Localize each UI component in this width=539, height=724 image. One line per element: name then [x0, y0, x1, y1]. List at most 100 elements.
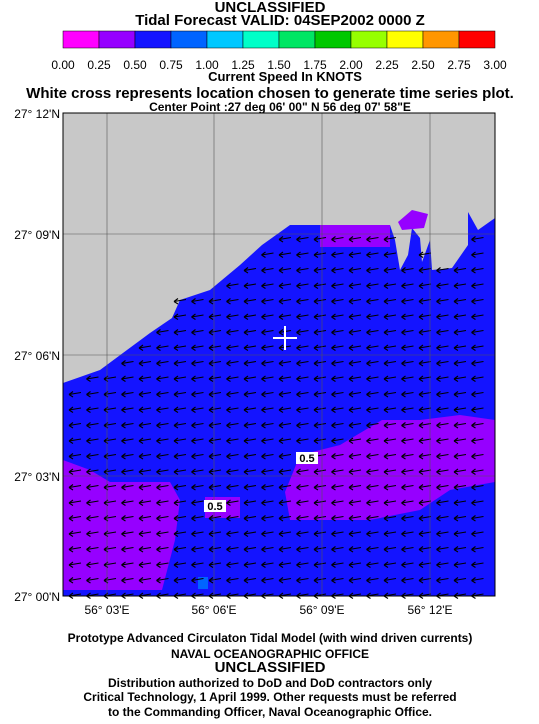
vector-arrow — [401, 313, 414, 320]
vector-arrow — [278, 484, 292, 491]
vector-arrow — [436, 453, 449, 460]
vector-arrow — [348, 453, 362, 460]
vector-arrow — [278, 515, 292, 522]
vector-arrow — [296, 546, 309, 553]
vector-arrow — [348, 329, 362, 336]
vector-arrow — [331, 530, 344, 537]
vector-arrow — [138, 515, 152, 522]
vector-arrow — [331, 329, 344, 336]
color-swatch — [62, 30, 100, 49]
vector-arrow — [453, 360, 467, 367]
colorbar-tick-label: 3.00 — [483, 58, 507, 72]
vector-arrow — [243, 313, 257, 320]
vector-arrow — [436, 530, 449, 537]
vector-arrow — [121, 422, 134, 429]
vector-arrow — [436, 282, 449, 289]
vector-arrow — [401, 484, 414, 491]
colorbar-tick-label: 2.50 — [411, 58, 435, 72]
lat-label: 27° 09'N — [14, 228, 60, 242]
vector-arrow — [401, 499, 414, 506]
footer-line: UNCLASSIFIED — [215, 659, 326, 676]
vector-arrow — [401, 561, 414, 568]
vector-arrow — [436, 406, 449, 413]
vector-arrow — [383, 282, 397, 289]
vector-arrow — [418, 406, 432, 413]
lat-label: 27° 12'N — [14, 107, 60, 121]
vector-arrow — [278, 577, 292, 584]
vector-arrow — [278, 282, 292, 289]
vector-arrow — [86, 391, 99, 398]
lat-label: 27° 03'N — [14, 470, 60, 484]
vector-arrow — [103, 499, 117, 506]
vector-arrow — [68, 546, 82, 553]
vector-arrow — [401, 344, 414, 351]
colorbar-label: Current Speed In KNOTS — [208, 69, 362, 84]
vector-arrow — [191, 561, 204, 568]
vector-arrow — [401, 530, 414, 537]
vector-arrow — [418, 329, 432, 336]
vector-arrow — [366, 406, 379, 413]
vector-arrow — [226, 344, 239, 351]
vector-arrow — [418, 267, 432, 274]
vector-arrow — [243, 561, 257, 568]
vector-arrow — [226, 375, 239, 382]
vector-arrow — [138, 468, 152, 475]
vector-arrow — [471, 561, 484, 568]
vector-arrow — [366, 313, 379, 320]
vector-arrow — [366, 499, 379, 506]
vector-arrow — [471, 422, 484, 429]
vector-arrow — [138, 360, 152, 367]
vector-arrow — [156, 422, 169, 429]
color-swatch — [134, 30, 172, 49]
vector-arrow — [453, 484, 467, 491]
vector-arrow — [261, 313, 274, 320]
vector-arrow — [453, 406, 467, 413]
vector-arrow — [208, 561, 222, 568]
vector-arrow — [173, 515, 187, 522]
vector-arrow — [103, 546, 117, 553]
vector-arrow — [366, 437, 379, 444]
vector-arrow — [86, 577, 99, 584]
vector-arrow — [173, 375, 187, 382]
vector-arrow — [278, 406, 292, 413]
vector-arrow — [68, 422, 82, 429]
colorbar: 0.00 0.25 0.50 0.75 1.00 1.25 1.50 1.75 2.00 2.25… — [51, 30, 507, 72]
vector-arrow — [348, 406, 362, 413]
vector-arrow — [453, 468, 467, 475]
vector-arrow — [278, 546, 292, 553]
color-swatch — [278, 30, 316, 49]
vector-arrow — [331, 546, 344, 553]
vector-arrow — [156, 391, 169, 398]
vector-arrow — [383, 344, 397, 351]
vector-arrow — [138, 391, 152, 398]
vector-arrow — [191, 468, 204, 475]
color-swatch — [314, 30, 352, 49]
vector-arrow — [226, 515, 239, 522]
vector-arrow — [418, 422, 432, 429]
vector-arrow — [156, 329, 169, 336]
vector-arrow — [453, 391, 467, 398]
vector-arrow — [208, 406, 222, 413]
contour-label: 0.5 — [207, 501, 222, 513]
vector-arrow — [383, 391, 397, 398]
vector-arrow — [261, 484, 274, 491]
contour-label-bg — [204, 500, 226, 512]
vector-arrow — [471, 391, 484, 398]
vector-arrow — [156, 499, 169, 506]
vector-arrow — [366, 484, 379, 491]
vector-arrow — [401, 329, 414, 336]
vector-arrow — [418, 515, 432, 522]
vector-arrow — [313, 406, 327, 413]
vector-arrow — [261, 577, 274, 584]
vector-arrow — [226, 577, 239, 584]
contour-label: 0.5 — [299, 453, 314, 465]
vector-arrow — [348, 375, 362, 382]
vector-arrow — [261, 561, 274, 568]
vector-arrow — [226, 530, 239, 537]
vector-arrow — [208, 313, 222, 320]
vector-arrow — [138, 453, 152, 460]
vector-arrow — [296, 329, 309, 336]
vector-arrow — [313, 577, 327, 584]
vector-arrow — [103, 453, 117, 460]
vector-arrow — [453, 313, 467, 320]
